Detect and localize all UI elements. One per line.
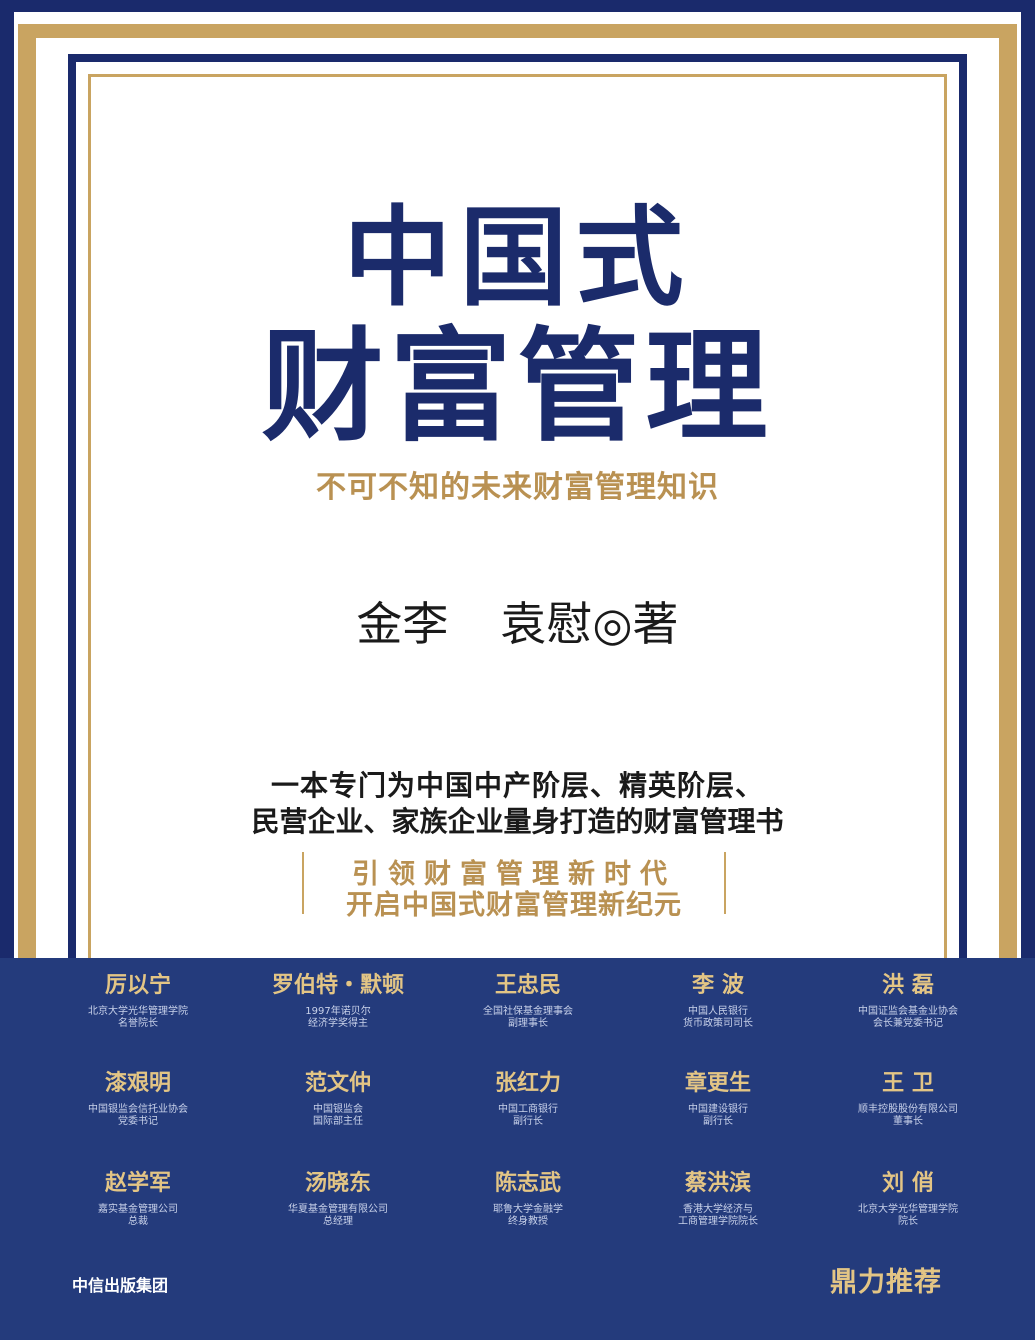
recommender-name: 王 卫 [882,1070,934,1096]
slogan-right-bar [724,852,726,914]
recommenders-panel: 厉以宁北京大学光华管理学院 名誉院长 罗伯特・默顿 1997年诺贝尔 经济学奖得主… [0,958,1035,1340]
recommender-name: 章更生 [684,1070,751,1096]
authors: 金李 袁慰◎著 [0,588,1035,654]
recommender-title: 耶鲁大学金融学 终身教授 [493,1204,563,1227]
recommender: 王忠民全国社保基金理事会 副理事长 [428,970,628,1030]
recommender-title: 中国工商银行 副行长 [498,1104,558,1127]
publisher-name: 中信出版集团 [72,1276,169,1295]
recommender-name: 李 波 [692,972,744,998]
recommender-name: 刘 俏 [882,1170,934,1196]
recommender-title: 中国银监会信托业协会 党委书记 [88,1104,188,1127]
recommender-title: 香港大学经济与 工商管理学院院长 [678,1204,758,1227]
book-subtitle: 不可不知的未来财富管理知识 [316,470,719,505]
recommender-title: 中国建设银行 副行长 [688,1104,748,1127]
recommender: 厉以宁北京大学光华管理学院 名誉院长 [38,970,238,1030]
recommender: 范文仲中国银监会 国际部主任 [238,1068,438,1128]
recommender-name: 蔡洪滨 [684,1170,751,1196]
recommender-title: 顺丰控股股份有限公司 董事长 [858,1104,958,1127]
recommender: 罗伯特・默顿 1997年诺贝尔 经济学奖得主 [238,970,438,1030]
recommender-name: 赵学军 [104,1170,171,1196]
recommender-name: 厉以宁 [104,972,171,998]
recommender-name: 王忠民 [494,972,561,998]
description-line2: 民营企业、家族企业量身打造的财富管理书 [251,805,784,838]
recommender-title: 1997年诺贝尔 经济学奖得主 [305,1006,371,1029]
recommender-name: 汤晓东 [304,1170,371,1196]
recommender-title: 北京大学光华管理学院 院长 [858,1204,958,1227]
recommender: 洪 磊中国证监会基金业协会 会长兼党委书记 [808,970,1008,1030]
recommender-name: 洪 磊 [882,972,934,998]
recommender: 王 卫顺丰控股股份有限公司 董事长 [808,1068,1008,1128]
recommender: 李 波中国人民银行 货币政策司司长 [618,970,818,1030]
recommender-name: 陈志武 [494,1170,561,1196]
recommender: 刘 俏北京大学光华管理学院 院长 [808,1168,1008,1228]
inner-navy-border [68,54,967,1340]
recommender: 张红力中国工商银行 副行长 [428,1068,628,1128]
recommender: 汤晓东华夏基金管理有限公司 总经理 [238,1168,438,1228]
recommender: 蔡洪滨香港大学经济与 工商管理学院院长 [618,1168,818,1228]
recommender: 章更生中国建设银行 副行长 [618,1068,818,1128]
author-1: 金李 [356,597,449,651]
slogan-left-bar [302,852,304,914]
slogan-line2: 开启中国式财富管理新纪元 [346,890,682,921]
recommender-title: 嘉实基金管理公司 总裁 [98,1204,178,1227]
recommender-name: 张红力 [494,1070,561,1096]
recommender-name: 漆艰明 [104,1070,171,1096]
recommender-title: 中国证监会基金业协会 会长兼党委书记 [858,1006,958,1029]
recommender-name: 罗伯特・默顿 [271,972,404,998]
description-line1: 一本专门为中国中产阶层、精英阶层、 [270,769,764,802]
book-title-line1: 中国式 [343,195,692,321]
endorsement-text: 鼎力推荐 [830,1267,942,1298]
recommender-title: 中国人民银行 货币政策司司长 [683,1006,753,1029]
author-2: 袁慰◎著 [500,597,679,651]
recommender-title: 华夏基金管理有限公司 总经理 [288,1204,388,1227]
inner-gold-border [88,74,947,1340]
recommender: 漆艰明中国银监会信托业协会 党委书记 [38,1068,238,1128]
recommender-title: 中国银监会 国际部主任 [313,1104,363,1127]
recommender: 陈志武耶鲁大学金融学 终身教授 [428,1168,628,1228]
slogan-box: 引领财富管理新时代 开启中国式财富管理新纪元 [302,852,726,921]
book-title-line2: 财富管理 [261,314,774,458]
slogan-line1: 引领财富管理新时代 [352,859,676,890]
recommender: 赵学军嘉实基金管理公司 总裁 [38,1168,238,1228]
recommender-title: 北京大学光华管理学院 名誉院长 [88,1006,188,1029]
recommender-name: 范文仲 [304,1070,371,1096]
recommender-title: 全国社保基金理事会 副理事长 [483,1006,573,1029]
